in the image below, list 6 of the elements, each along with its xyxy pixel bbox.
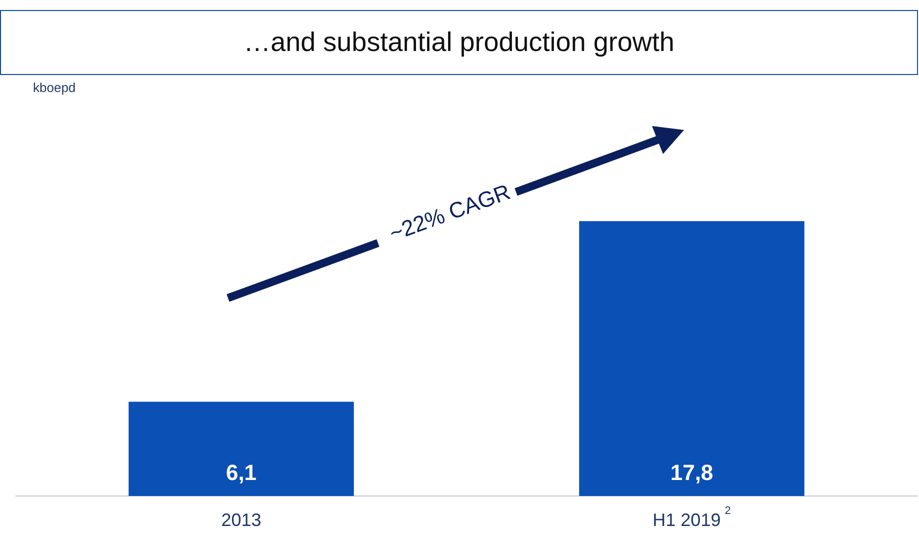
- chart-title: …and substantial production growth: [0, 10, 918, 75]
- text: kboepd: [33, 80, 76, 95]
- data-label: 17,8: [670, 460, 714, 485]
- data-label: 6,1: [226, 460, 257, 485]
- annotation: ~22% CAGR: [385, 178, 515, 248]
- x-tick-label: 2013: [221, 510, 262, 530]
